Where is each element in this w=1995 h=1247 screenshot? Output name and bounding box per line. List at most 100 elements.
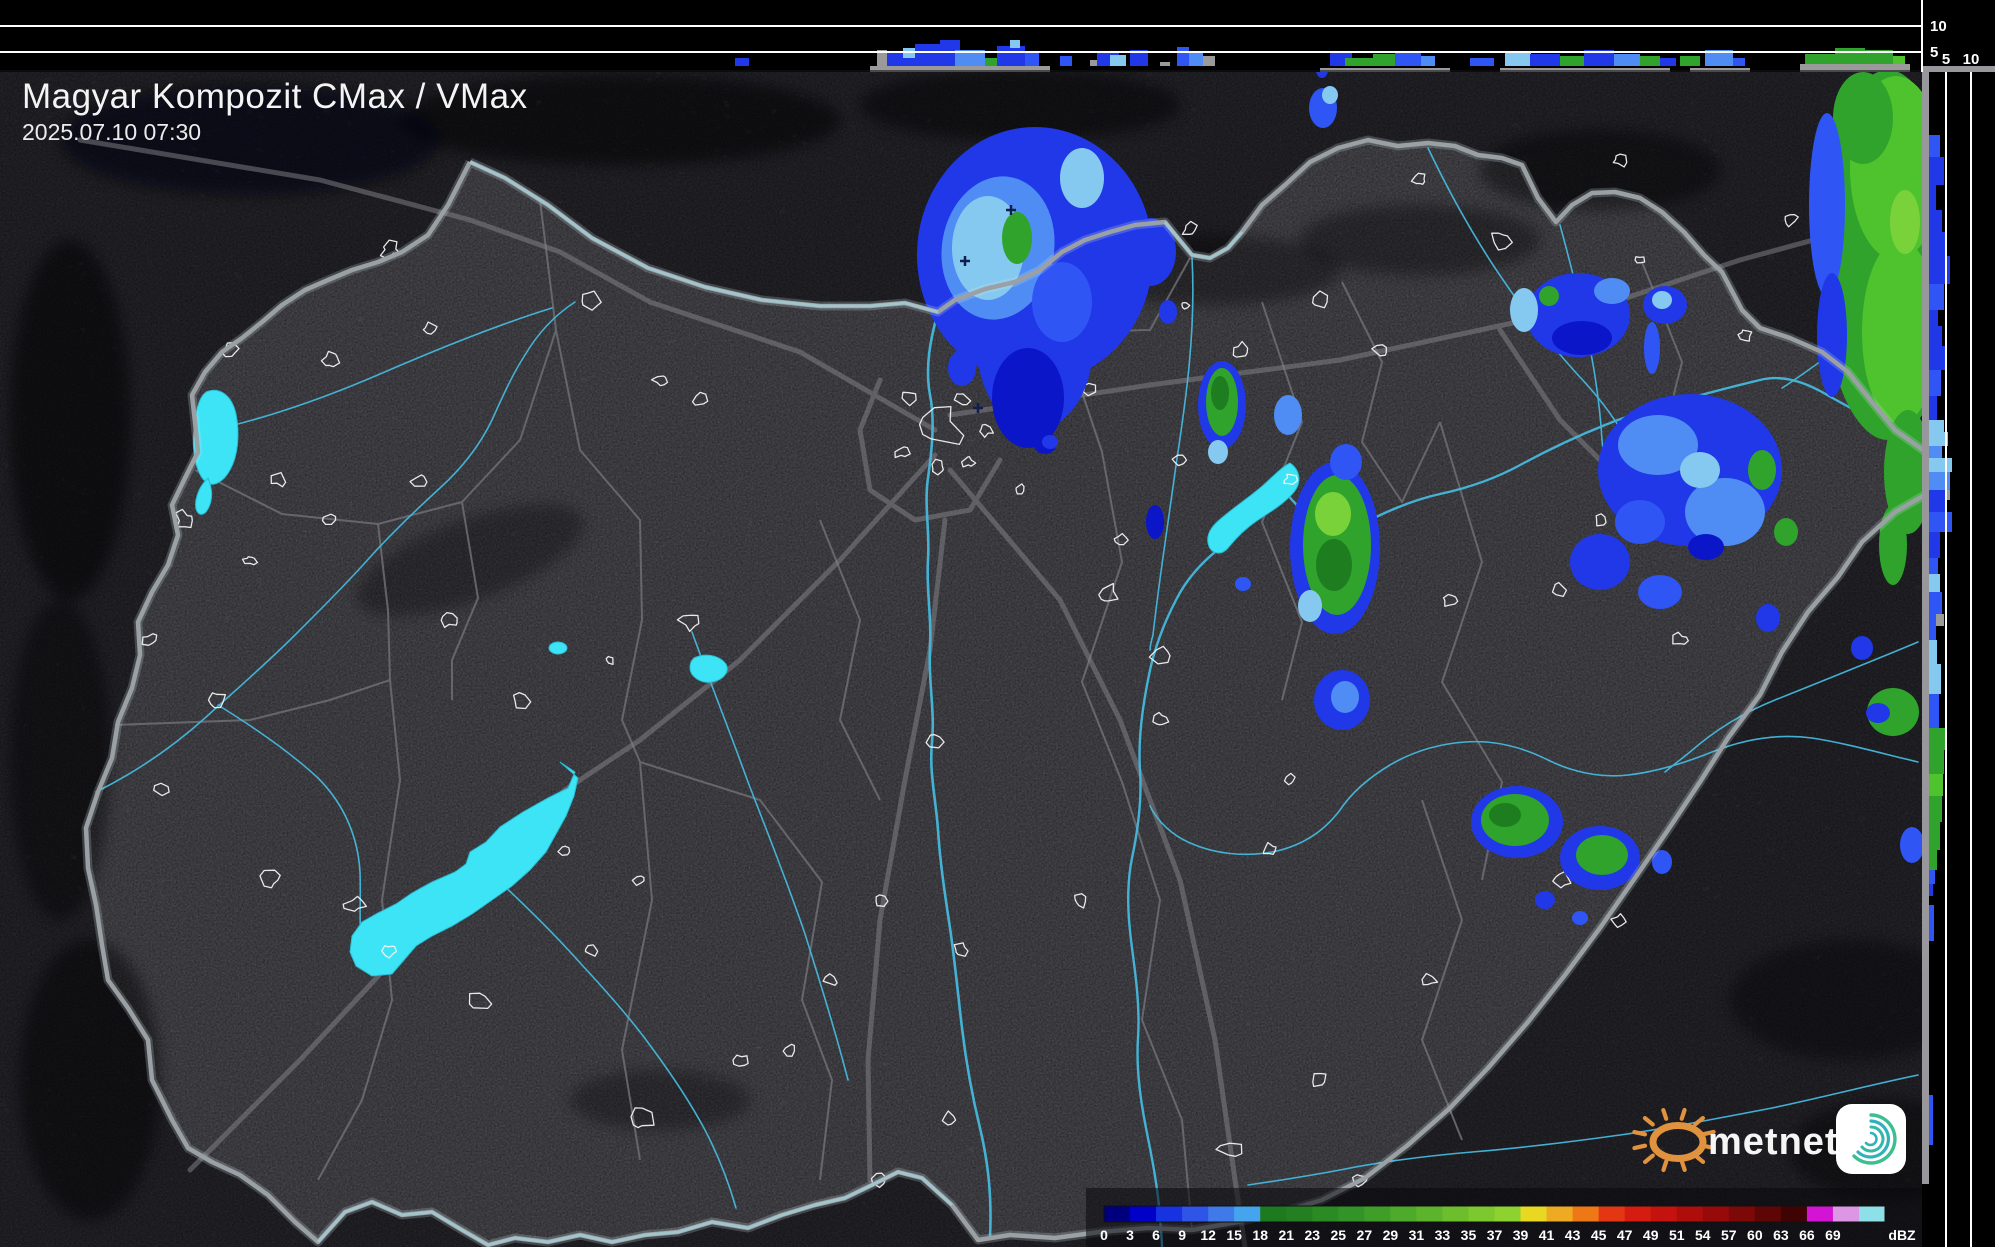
top-profile-echo — [1373, 54, 1395, 66]
town-outline — [691, 391, 709, 406]
radar-echo — [1208, 440, 1228, 464]
top-profile-echo — [1893, 56, 1905, 66]
sun-ray — [1679, 1159, 1687, 1173]
town-outline — [1610, 913, 1627, 929]
radar-echo — [1817, 273, 1847, 397]
top-profile-echo — [955, 50, 985, 66]
town-outline — [207, 692, 227, 709]
sun-ray — [1693, 1115, 1706, 1127]
radar-echo — [1552, 321, 1612, 355]
legend-cell — [1572, 1206, 1600, 1222]
town-outline — [1171, 454, 1188, 467]
sun-icon — [1632, 1107, 1716, 1173]
radar-echo — [1774, 518, 1798, 546]
radar-echo — [1644, 322, 1660, 374]
top-profile-echo — [1189, 52, 1203, 66]
right-profile-echo — [1928, 446, 1942, 458]
town-outline — [1232, 340, 1249, 358]
town-outline — [241, 556, 259, 566]
legend-cell — [1442, 1206, 1469, 1222]
right-profile-echo — [1928, 870, 1935, 884]
right-profile-echo — [1928, 614, 1936, 640]
legend-tick-label: 15 — [1226, 1227, 1242, 1243]
town-outline — [1491, 232, 1513, 251]
town-outline — [732, 1054, 749, 1067]
sun-ray — [1700, 1129, 1716, 1137]
town-outline — [1181, 220, 1198, 235]
town-outline — [581, 290, 602, 311]
sun-ray — [1661, 1107, 1669, 1121]
radar-echo — [1211, 376, 1229, 410]
top-profile-echo — [1110, 55, 1126, 66]
town-outline — [953, 942, 969, 957]
terrain-background — [0, 72, 1922, 1247]
right-profile-echo — [1928, 472, 1950, 490]
radar-echo — [1867, 688, 1919, 736]
legend-tick-label: 0 — [1100, 1227, 1108, 1243]
lake-tata — [548, 641, 568, 655]
page-title: Magyar Kompozit CMax / VMax — [22, 77, 528, 116]
radar-echo — [1638, 575, 1682, 609]
radar-echo — [1570, 534, 1630, 590]
radar-echo — [1862, 240, 1922, 424]
echo-peak-marks — [960, 205, 1016, 413]
top-profile-echo — [1160, 62, 1170, 66]
right-profile-echo — [1928, 210, 1942, 232]
right-profile-echo — [1928, 640, 1937, 664]
town-outline — [782, 1043, 796, 1057]
right-profile-echo — [1928, 420, 1944, 432]
town-outline — [631, 875, 645, 887]
town-outline — [1015, 483, 1025, 495]
legend-cell — [1650, 1206, 1678, 1222]
town-outline — [1113, 532, 1129, 546]
legend-tick-label: 35 — [1461, 1227, 1477, 1243]
right-profile-echo — [1928, 346, 1945, 370]
right-profile-echo — [1928, 232, 1946, 256]
legend-cell — [1598, 1206, 1626, 1222]
legend-cell — [1208, 1206, 1235, 1222]
town-outline — [1312, 1072, 1327, 1088]
town-outline — [1262, 841, 1277, 855]
top-profile-echo — [1025, 52, 1039, 66]
right-profile-echo — [1928, 396, 1937, 420]
logo-text: metnet — [1708, 1121, 1839, 1163]
radar-echo — [1652, 291, 1672, 309]
radar-echo — [1866, 703, 1890, 723]
country-border — [81, 135, 1922, 1247]
sun-ray — [1679, 1107, 1687, 1121]
town-outline — [941, 1110, 957, 1126]
radar-echo — [1685, 478, 1765, 546]
metnet-logo: metnet — [1632, 1104, 1906, 1174]
right-profile-echo — [1928, 370, 1941, 396]
legend-cell — [1676, 1206, 1704, 1222]
right-profile-echo — [1928, 326, 1942, 346]
top-profile-echo — [735, 58, 749, 66]
right-profile-echo — [1928, 850, 1937, 870]
legend-cell — [1858, 1206, 1886, 1222]
town-outline — [650, 375, 669, 387]
right-profile-echo — [1936, 614, 1944, 626]
top-profile-echo — [985, 58, 997, 66]
radar-echo — [1539, 286, 1559, 306]
town-outline — [320, 350, 341, 368]
top-profile-echo — [1470, 58, 1494, 66]
sun-ray — [1661, 1159, 1669, 1173]
legend-tick-label: 21 — [1278, 1227, 1294, 1243]
top-profile-echo — [1614, 54, 1640, 66]
town-outline — [630, 1107, 655, 1129]
legend-tick-label: 29 — [1383, 1227, 1399, 1243]
town-outline — [342, 895, 368, 912]
town-outline — [931, 458, 944, 476]
town-outline — [270, 471, 287, 488]
title-block: Magyar Kompozit CMax / VMax 2025.07.10 0… — [22, 77, 528, 145]
legend-tick-label: 43 — [1565, 1227, 1581, 1243]
radar-echo — [1809, 113, 1845, 297]
sun-ray — [1642, 1153, 1655, 1165]
right-axis-5-label: 5 — [1942, 51, 1950, 68]
legend-cell — [1182, 1206, 1209, 1222]
echo-peak-plus — [1006, 205, 1016, 215]
metnet-app-icon — [1836, 1104, 1906, 1174]
town-outline — [174, 508, 193, 529]
top-profile-echo — [1345, 58, 1373, 66]
right-profile-echo — [1928, 694, 1939, 728]
